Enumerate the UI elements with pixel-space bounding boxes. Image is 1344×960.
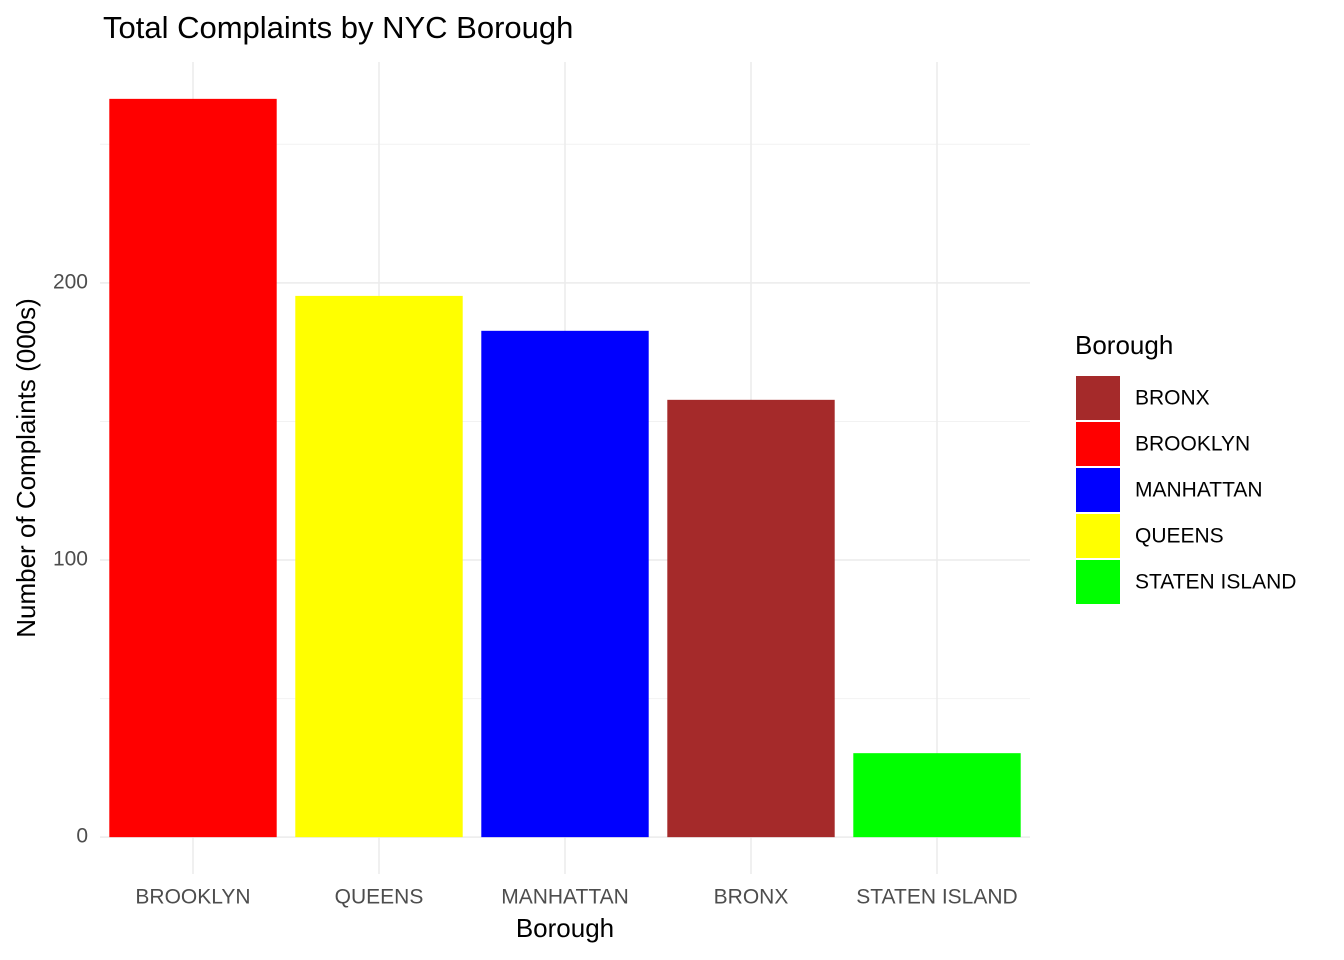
- chart-title: Total Complaints by NYC Borough: [103, 10, 573, 45]
- legend-key: [1076, 560, 1120, 604]
- legend-title: Borough: [1075, 330, 1173, 360]
- bar: [109, 98, 277, 838]
- y-axis-title: Number of Complaints (000s): [11, 298, 41, 638]
- y-tick-label: 200: [53, 270, 88, 293]
- y-tick-label: 0: [76, 825, 88, 848]
- legend-key: [1076, 422, 1120, 466]
- bar: [853, 753, 1021, 838]
- legend-label: QUEENS: [1135, 525, 1224, 548]
- legend-label: MANHATTAN: [1135, 479, 1263, 502]
- x-axis-title: Borough: [516, 913, 614, 943]
- x-tick-label: BROOKLYN: [135, 886, 250, 909]
- x-tick-label: BRONX: [714, 886, 789, 909]
- legend-label: BROOKLYN: [1135, 433, 1250, 456]
- x-tick-label: QUEENS: [335, 886, 424, 909]
- legend-key: [1076, 514, 1120, 558]
- legend-key: [1076, 376, 1120, 420]
- x-tick-label: STATEN ISLAND: [856, 886, 1017, 909]
- legend-label: STATEN ISLAND: [1135, 571, 1296, 594]
- y-tick-label: 100: [53, 548, 88, 571]
- legend-label: BRONX: [1135, 387, 1210, 410]
- bar: [295, 295, 463, 838]
- x-tick-label: MANHATTAN: [501, 886, 629, 909]
- legend-key: [1076, 468, 1120, 512]
- bar: [481, 330, 649, 838]
- bar: [667, 399, 835, 838]
